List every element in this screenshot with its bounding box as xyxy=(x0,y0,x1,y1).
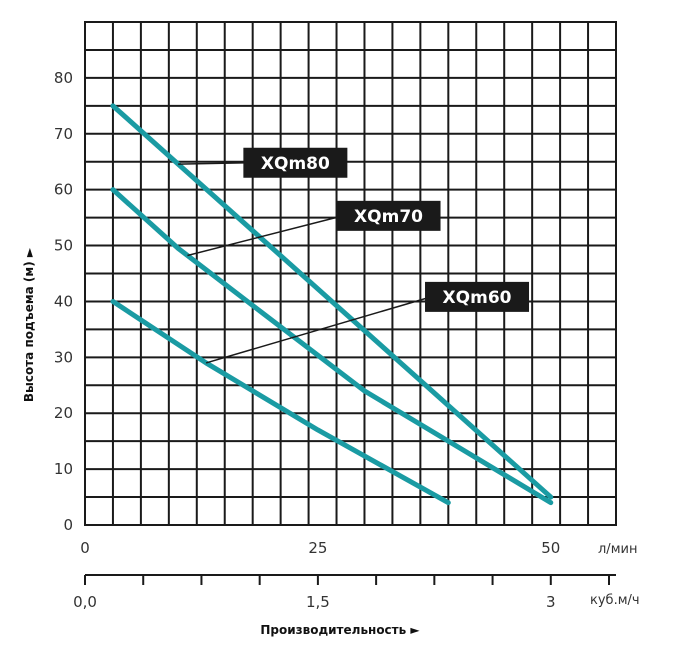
series-line-xqm80 xyxy=(110,103,554,500)
y-tick-label: 40 xyxy=(54,292,73,310)
label-leaders xyxy=(178,162,432,364)
y-tick-label: 10 xyxy=(54,460,73,478)
series-label-xqm60: XQm60 xyxy=(443,288,512,308)
y-tick-label: 50 xyxy=(54,237,73,255)
series-label-xqm80: XQm80 xyxy=(261,154,330,174)
label-leader-xqm80 xyxy=(178,162,250,165)
x-tick-label-primary: 50 xyxy=(541,539,560,557)
x-unit-primary: л/мин xyxy=(598,542,637,557)
series-line-xqm70 xyxy=(110,187,554,506)
x-axis-title: Производительность ► xyxy=(260,623,420,637)
y-tick-label: 20 xyxy=(54,404,73,422)
series-line-xqm60 xyxy=(110,298,451,506)
x-tick-label-secondary: 1,5 xyxy=(306,593,330,611)
x-tick-label-secondary: 0,0 xyxy=(73,593,97,611)
y-tick-label: 80 xyxy=(54,69,73,87)
series-label-box-xqm60 xyxy=(425,281,530,312)
series-label-box-xqm70 xyxy=(336,200,441,231)
y-tick-label: 0 xyxy=(63,516,73,534)
y-tick-label: 30 xyxy=(54,348,73,366)
x-tick-label-primary: 0 xyxy=(80,539,90,557)
series-labels: XQm80 XQm70 XQm60 xyxy=(243,147,530,312)
y-tick-label: 60 xyxy=(54,181,73,199)
series-label-box-xqm80 xyxy=(243,147,348,178)
label-leader-xqm60 xyxy=(205,296,432,364)
label-leader-xqm70 xyxy=(187,215,343,257)
x-tick-label-secondary: 3 xyxy=(546,593,556,611)
x-tick-label-primary: 25 xyxy=(308,539,327,557)
y-tick-label: 70 xyxy=(54,125,73,143)
axis-ticks: 0 10 20 30 40 50 60 70 80 0 25 50 0,0 1,5 3 xyxy=(54,69,616,611)
series-lines xyxy=(110,103,554,506)
x-unit-secondary: куб.м/ч xyxy=(590,593,640,608)
series-label-xqm70: XQm70 xyxy=(354,207,423,227)
y-axis-title: Высота подъема (м) ► xyxy=(22,247,36,402)
